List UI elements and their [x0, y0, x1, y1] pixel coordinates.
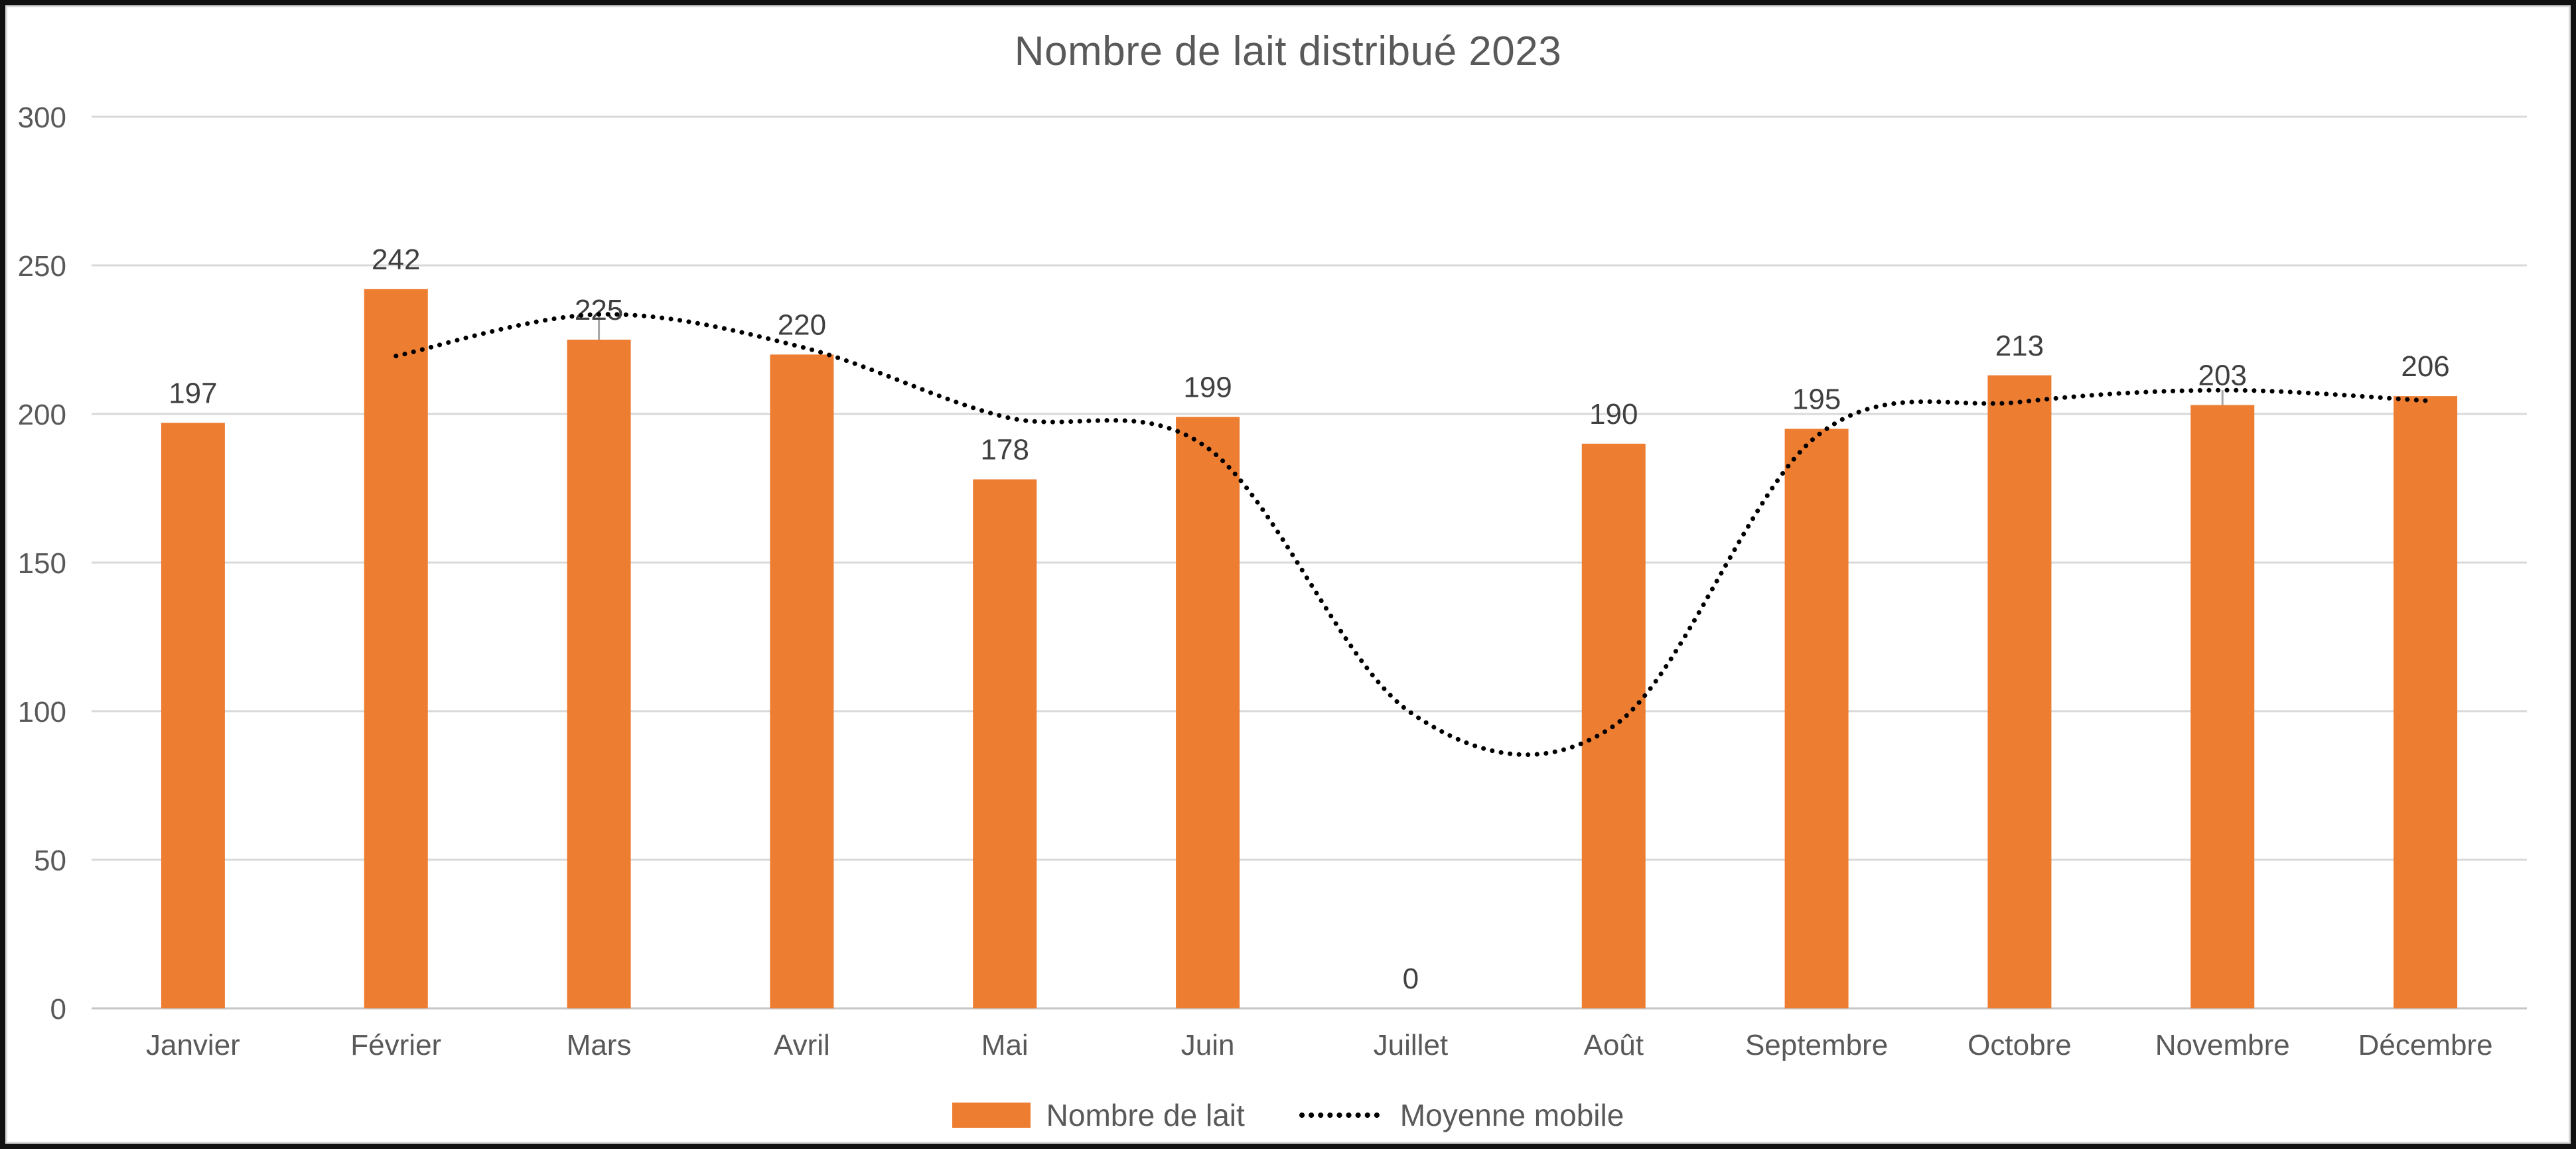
bar-Novembre: [2190, 405, 2255, 1008]
data-label-Mai: 178: [981, 434, 1029, 466]
data-label-Septembre: 195: [1792, 383, 1841, 415]
bar-Février: [364, 289, 428, 1009]
data-label-Avril: 220: [778, 308, 826, 341]
bar-Mars: [567, 340, 631, 1008]
chart-legend: Nombre de lait Moyenne mobile: [5, 1085, 2571, 1145]
chart-title: Nombre de lait distribué 2023: [1014, 29, 1562, 74]
bar-Janvier: [161, 423, 225, 1008]
bar-Juin: [1176, 417, 1240, 1008]
moving-average-line: [394, 312, 2428, 758]
x-axis-label-Mars: Mars: [567, 1029, 632, 1061]
x-axis-label-Juillet: Juillet: [1374, 1029, 1449, 1061]
legend-item-line-series: Moyenne mobile: [1298, 1097, 1624, 1133]
data-label-Décembre: 206: [2401, 350, 2449, 383]
bar-Septembre: [1784, 429, 1849, 1008]
legend-item-bar-series: Nombre de lait: [952, 1097, 1245, 1133]
bar-Avril: [770, 354, 834, 1008]
y-axis-tick-label: 50: [34, 845, 66, 877]
x-axis-label-Juin: Juin: [1181, 1029, 1235, 1061]
data-label-Mars: 225: [575, 294, 623, 326]
data-label-Février: 242: [372, 243, 420, 276]
data-label-Octobre: 213: [1995, 330, 2044, 362]
x-axis-label-Janvier: Janvier: [146, 1029, 240, 1061]
y-axis-tick-label: 300: [18, 101, 66, 134]
data-label-Janvier: 197: [169, 377, 217, 409]
bar-chart-plot-area: 0 50 100 150 200 250 300 197 242 225 220 178 199 0 190…: [18, 101, 2527, 1061]
data-label-Novembre: 203: [2198, 360, 2247, 392]
legend-line-label: Moyenne mobile: [1399, 1098, 1624, 1132]
data-label-Août: 190: [1589, 398, 1638, 431]
data-label-Juin: 199: [1183, 371, 1232, 403]
y-axis-tick-label: 0: [50, 993, 66, 1026]
bar-Octobre: [1987, 375, 2052, 1008]
x-axis-label-Septembre: Septembre: [1745, 1029, 1888, 1061]
x-axis-label-Novembre: Novembre: [2155, 1029, 2290, 1061]
y-axis-tick-label: 100: [18, 696, 66, 728]
bar-series-swatch-icon: [952, 1103, 1031, 1128]
x-axis-label-Mai: Mai: [981, 1029, 1029, 1061]
bar-Mai: [973, 479, 1037, 1008]
y-axis-tick-label: 250: [18, 250, 66, 283]
x-axis-label-Octobre: Octobre: [1968, 1029, 2072, 1061]
x-axis-label-Février: Février: [350, 1029, 441, 1061]
x-axis-label-Août: Août: [1583, 1029, 1644, 1061]
x-axis-label-Décembre: Décembre: [2358, 1029, 2493, 1061]
y-axis-tick-label: 150: [18, 547, 66, 580]
dotted-line-swatch-icon: [1299, 1113, 1384, 1118]
y-axis-tick-label: 200: [18, 399, 66, 431]
data-label-Juillet: 0: [1403, 963, 1419, 995]
x-axis-label-Avril: Avril: [774, 1029, 830, 1061]
legend-bar-label: Nombre de lait: [1046, 1098, 1245, 1132]
bar-Décembre: [2394, 396, 2458, 1008]
